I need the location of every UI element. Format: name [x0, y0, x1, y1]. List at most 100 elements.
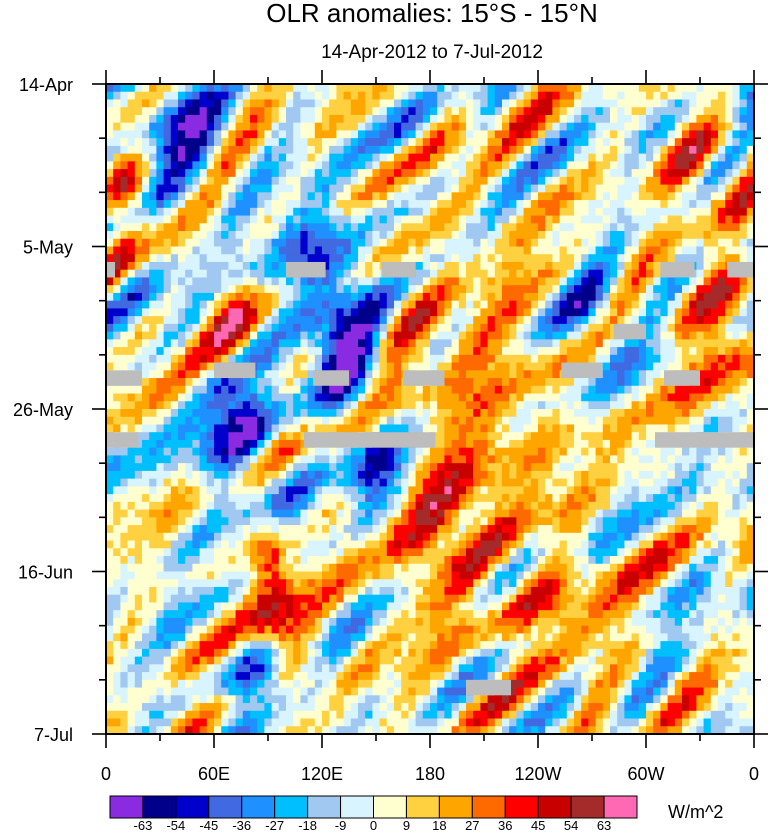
heatmap-cell: [653, 122, 661, 132]
heatmap-cell: [113, 254, 121, 263]
heatmap-cell: [156, 463, 165, 472]
heatmap-cell: [250, 300, 258, 310]
heatmap-cell: [444, 439, 453, 449]
heatmap-cell: [718, 231, 726, 240]
heatmap-cell: [487, 409, 496, 418]
heatmap-cell: [358, 409, 366, 418]
heatmap-cell: [674, 231, 683, 240]
heatmap-cell: [127, 200, 136, 209]
heatmap-cell: [646, 184, 654, 193]
heatmap-cell: [451, 261, 460, 271]
heatmap-cell: [214, 478, 222, 487]
heatmap-cell: [653, 238, 661, 248]
heatmap-cell: [739, 91, 748, 101]
heatmap-cell: [444, 409, 453, 418]
heatmap-cell: [170, 463, 179, 472]
heatmap-cell: [602, 378, 611, 387]
heatmap-cell: [185, 207, 193, 217]
heatmap-cell: [329, 223, 337, 232]
heatmap-cell: [653, 107, 661, 116]
heatmap-cell: [134, 84, 143, 93]
heatmap-cell: [516, 455, 525, 464]
heatmap-cell: [610, 207, 618, 217]
heatmap-cell: [235, 478, 244, 487]
heatmap-cell: [214, 501, 222, 511]
heatmap-cell: [221, 339, 229, 348]
heatmap-cell: [422, 153, 431, 162]
heatmap-cell: [718, 254, 726, 263]
heatmap-cell: [494, 362, 503, 371]
heatmap-cell: [574, 122, 582, 132]
heatmap-cell: [494, 138, 503, 147]
heatmap-cell: [264, 223, 273, 232]
heatmap-cell: [667, 138, 676, 147]
heatmap-cell: [163, 231, 172, 240]
heatmap-cell: [343, 509, 352, 518]
heatmap-cell: [278, 184, 287, 193]
heatmap-cell: [653, 316, 661, 325]
heatmap-cell: [386, 331, 395, 340]
heatmap-cell: [293, 184, 301, 193]
heatmap-cell: [271, 478, 280, 487]
heatmap-cell: [343, 99, 352, 108]
heatmap-cell: [480, 378, 489, 387]
heatmap-cell: [242, 478, 251, 487]
heatmap-cell: [170, 153, 179, 162]
heatmap-cell: [214, 122, 222, 132]
heatmap-cell: [228, 308, 237, 317]
heatmap-cell: [581, 354, 589, 364]
heatmap-cell: [538, 370, 546, 379]
heatmap-cell: [494, 300, 503, 310]
heatmap-cell: [185, 409, 193, 418]
heatmap-cell: [437, 439, 445, 449]
heatmap-cell: [710, 246, 719, 255]
heatmap-cell: [466, 447, 474, 457]
heatmap-cell: [646, 463, 654, 472]
heatmap-cell: [530, 416, 539, 426]
heatmap-cell: [127, 478, 136, 487]
heatmap-cell: [293, 246, 301, 255]
heatmap-cell: [710, 261, 719, 271]
heatmap-cell: [566, 145, 575, 155]
heatmap-cell: [509, 494, 517, 503]
heatmap-cell: [379, 223, 388, 232]
heatmap-cell: [314, 138, 323, 147]
heatmap-cell: [142, 370, 150, 379]
heatmap-cell: [358, 455, 366, 464]
heatmap-cell: [336, 200, 345, 209]
heatmap-cell: [127, 261, 136, 271]
heatmap-cell: [178, 494, 186, 503]
heatmap-cell: [408, 169, 417, 178]
heatmap-cell: [293, 378, 301, 387]
heatmap-cell: [494, 207, 503, 217]
heatmap-cell: [379, 176, 388, 186]
heatmap-cell: [624, 192, 633, 201]
heatmap-cell: [545, 393, 553, 402]
heatmap-cell: [437, 447, 445, 457]
heatmap-cell: [156, 401, 165, 410]
heatmap-cell: [307, 447, 316, 457]
heatmap-cell: [660, 176, 669, 186]
heatmap-cell: [451, 316, 460, 325]
heatmap-cell: [631, 153, 640, 162]
heatmap-cell: [394, 200, 402, 209]
heatmap-cell: [170, 354, 179, 364]
heatmap-cell: [538, 169, 546, 178]
heatmap-cell: [458, 486, 467, 495]
heatmap-cell: [214, 331, 222, 340]
heatmap-cell: [314, 494, 323, 503]
heatmap-cell: [415, 409, 424, 418]
heatmap-cell: [646, 176, 654, 186]
heatmap-cell: [559, 455, 568, 464]
heatmap-cell: [322, 470, 330, 480]
heatmap-cell: [106, 393, 114, 402]
heatmap-cell: [149, 114, 157, 124]
heatmap-cell: [106, 153, 114, 162]
heatmap-cell: [163, 285, 172, 294]
heatmap-cell: [214, 470, 222, 480]
heatmap-cell: [372, 494, 381, 503]
heatmap-cell: [725, 416, 733, 426]
heatmap-cell: [228, 169, 237, 178]
heatmap-cell: [466, 316, 474, 325]
heatmap-cell: [192, 486, 201, 495]
